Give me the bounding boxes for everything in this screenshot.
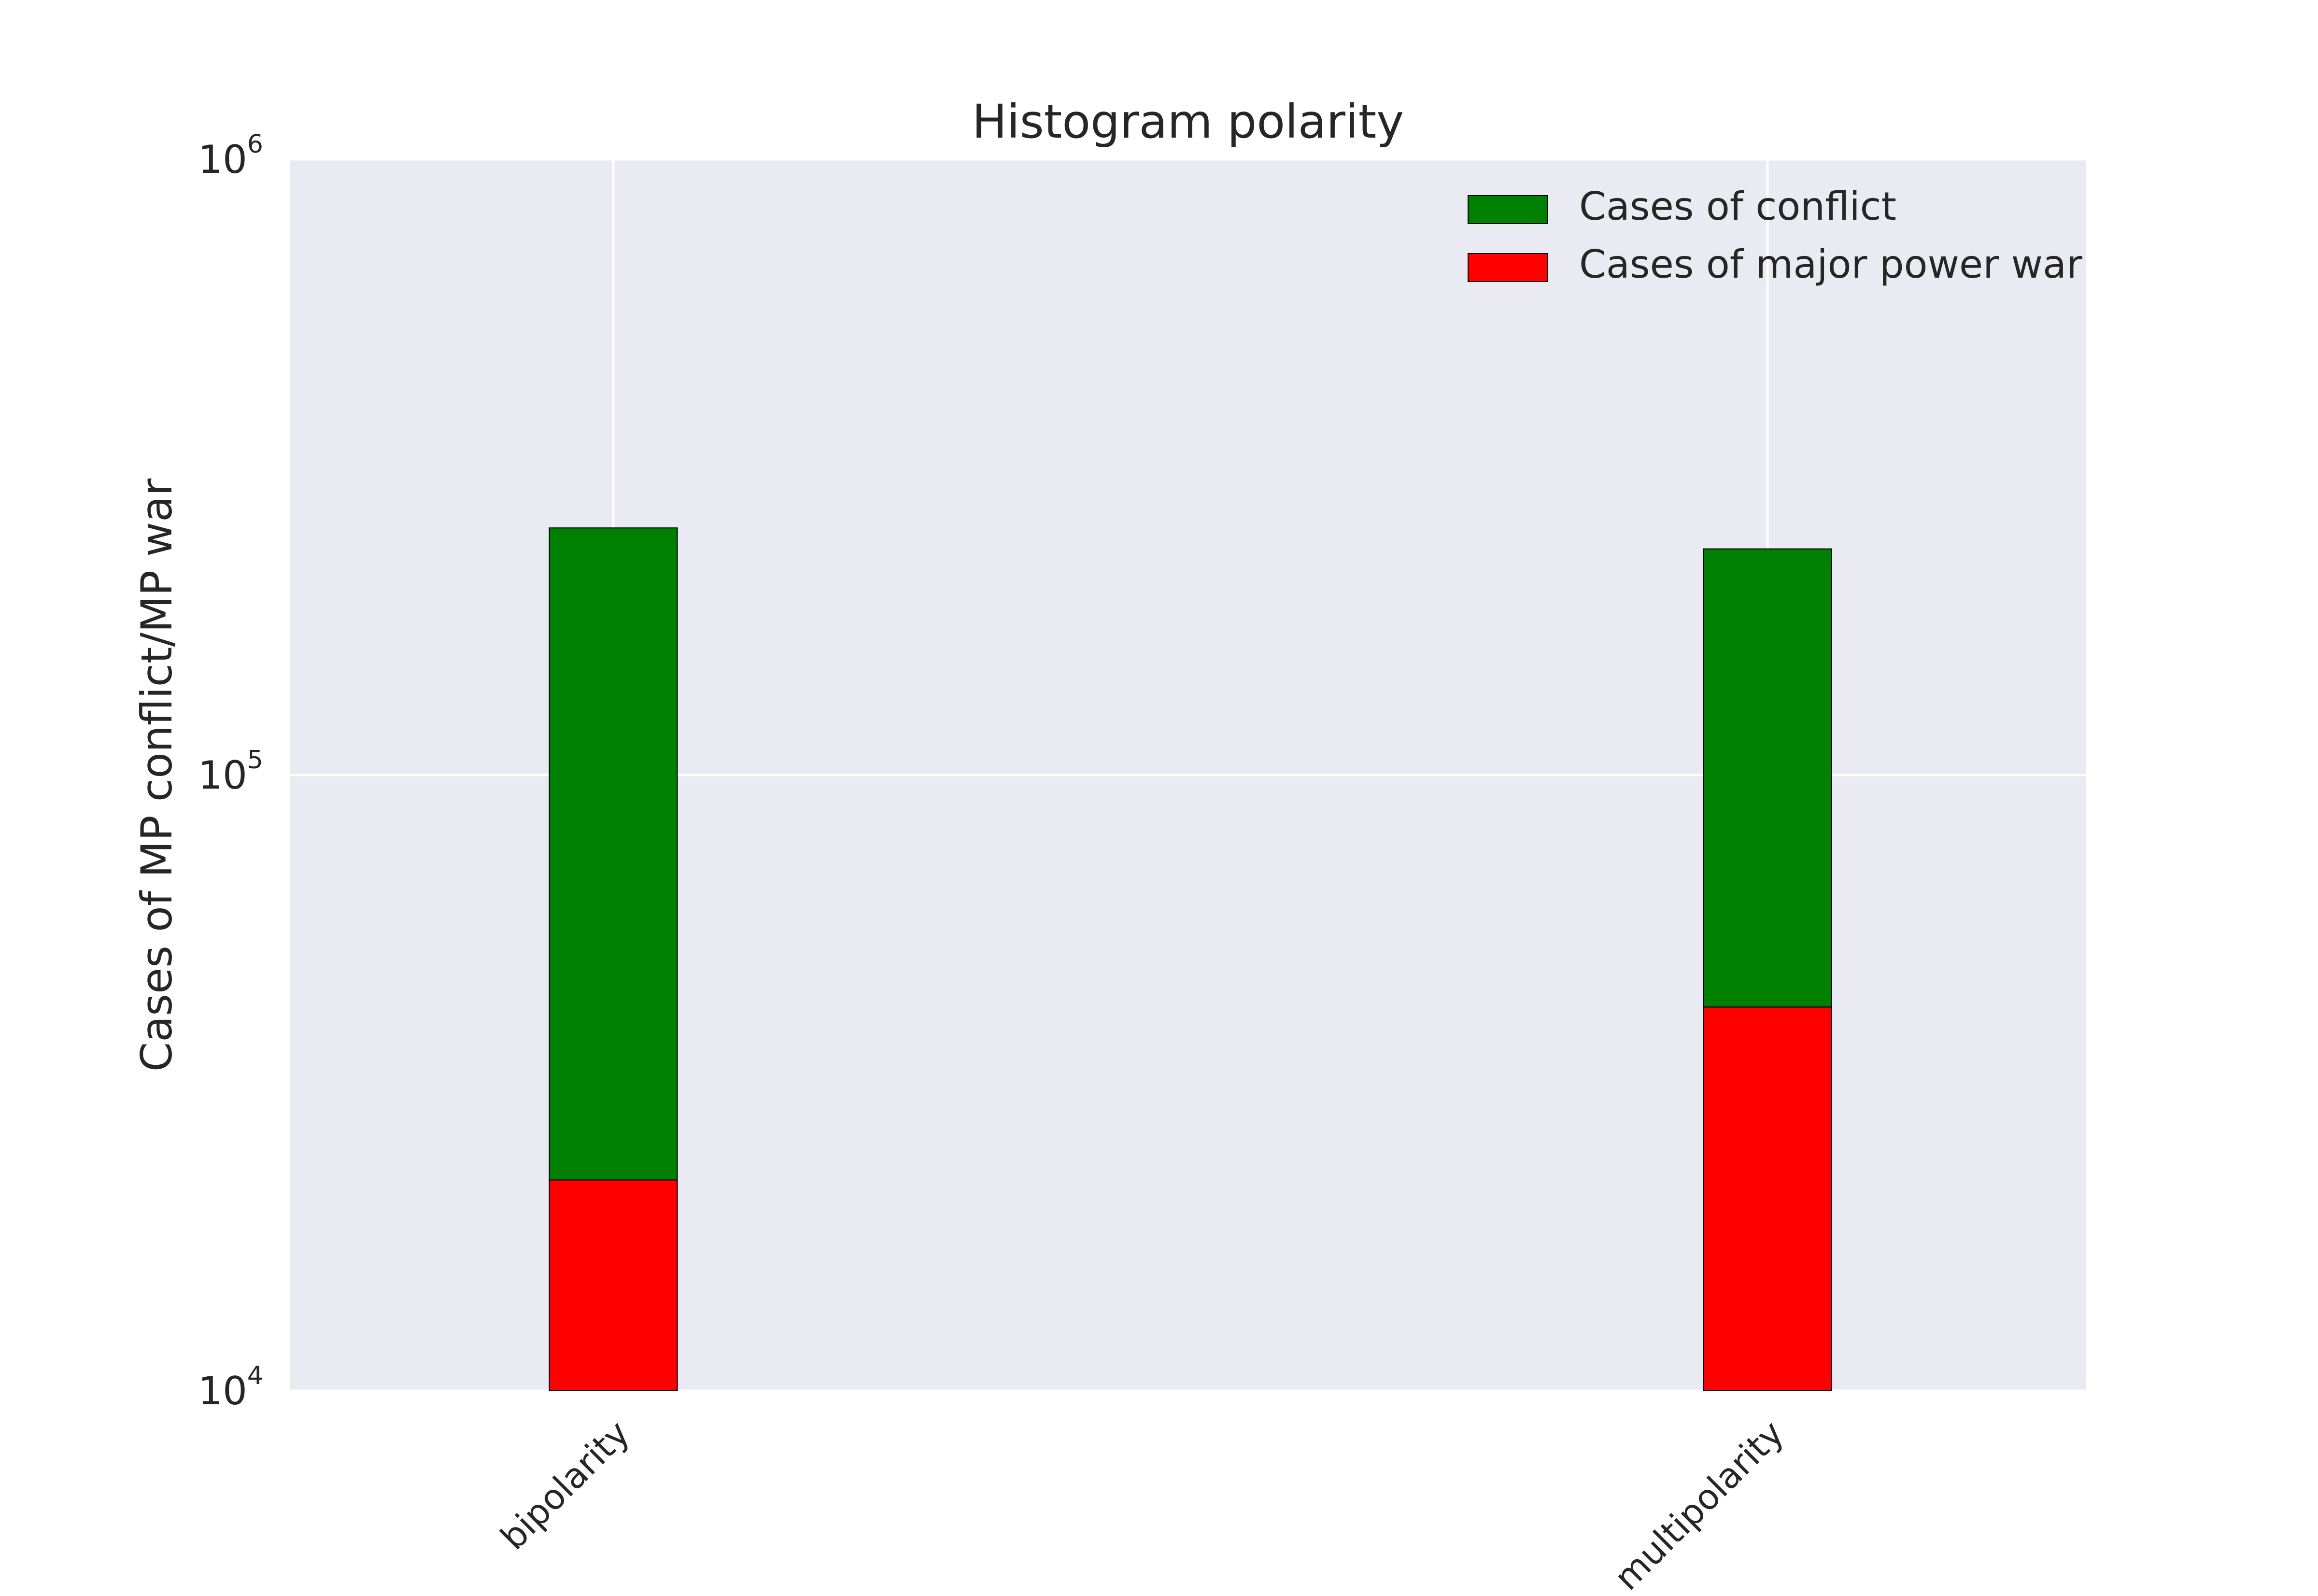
chart-title: Histogram polarity	[972, 95, 1404, 149]
y-axis-label: Cases of MP conflict/MP war	[132, 478, 182, 1072]
x-tick-label: multipolarity	[1606, 1413, 1791, 1594]
legend-swatch	[1468, 253, 1548, 282]
y-tick-labels: 104 105 106	[198, 130, 263, 1413]
legend: Cases of conflict Cases of major power wa…	[1468, 184, 2082, 287]
x-tick-label: bipolarity	[493, 1413, 637, 1558]
legend-label: Cases of major power war	[1579, 242, 2082, 287]
legend-swatch	[1468, 195, 1548, 224]
bar-cases-of-major-power-war-multipolarity	[1703, 1006, 1832, 1391]
bar-cases-of-major-power-war-bipolarity	[549, 1179, 678, 1392]
y-tick-label: 104	[198, 1361, 263, 1413]
x-tick-labels: bipolarity multipolarity	[493, 1413, 1792, 1596]
bar-cases-of-conflict-bipolarity	[549, 527, 678, 1181]
y-tick-label: 106	[198, 130, 263, 182]
legend-label: Cases of conflict	[1579, 184, 1896, 229]
bars	[549, 527, 1832, 1392]
y-tick-label: 105	[198, 746, 263, 798]
bar-cases-of-conflict-multipolarity	[1703, 548, 1832, 1008]
